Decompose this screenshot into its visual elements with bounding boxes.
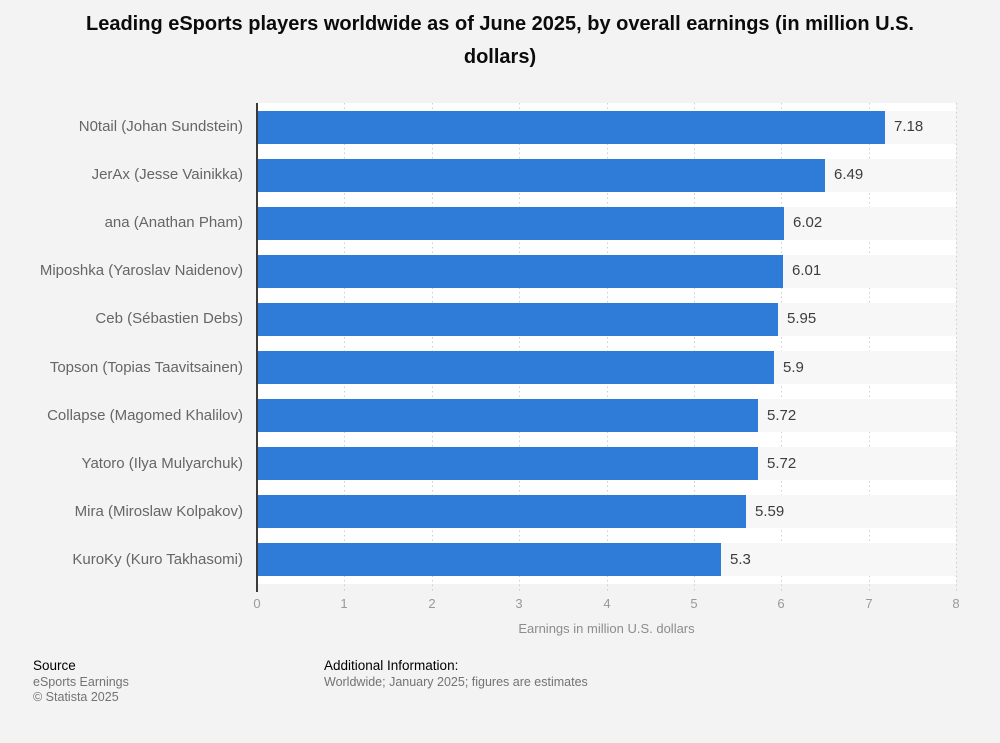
x-tick-label: 6: [777, 596, 785, 611]
additional-information-heading: Additional Information:: [324, 658, 459, 673]
value-label: 6.02: [793, 214, 823, 231]
category-label: Ceb (Sébastien Debs): [95, 310, 243, 327]
x-tick-label: 5: [690, 596, 698, 611]
x-tick-label: 4: [603, 596, 611, 611]
category-label: Yatoro (Ilya Mulyarchuk): [81, 455, 243, 472]
x-tick-label: 8: [952, 596, 960, 611]
bar-1: [258, 111, 885, 144]
bar-9: [258, 495, 746, 528]
x-tick-label: 3: [515, 596, 523, 611]
category-label: KuroKy (Kuro Takhasomi): [72, 551, 243, 568]
category-label: ana (Anathan Pham): [104, 214, 243, 231]
bar-7: [258, 399, 758, 432]
chart-title: Leading eSports players worldwide as of …: [0, 8, 1000, 74]
x-tick-label: 7: [865, 596, 873, 611]
value-label: 5.95: [787, 310, 817, 327]
bar-6: [258, 351, 774, 384]
gridline-4: [607, 103, 608, 593]
bar-8: [258, 447, 758, 480]
gridline-3: [519, 103, 520, 593]
value-label: 5.59: [755, 503, 785, 520]
x-axis-label: Earnings in million U.S. dollars: [518, 621, 695, 636]
statista-copyright: © Statista 2025: [33, 690, 119, 704]
gridline-1: [344, 103, 345, 593]
chart-title-text: Leading eSports players worldwide as of …: [85, 13, 914, 68]
x-tick-label: 1: [340, 596, 348, 611]
source-name: eSports Earnings: [33, 675, 129, 689]
gridline-6: [781, 103, 782, 593]
value-label: 5.72: [767, 455, 797, 472]
bar-3: [258, 207, 784, 240]
gridline-7: [869, 103, 870, 593]
value-label: 5.3: [730, 551, 751, 568]
gridline-2: [432, 103, 433, 593]
category-label: N0tail (Johan Sundstein): [78, 118, 243, 135]
gridline-8: [956, 103, 957, 593]
category-label: Topson (Topias Taavitsainen): [49, 359, 243, 376]
bar-5: [258, 303, 778, 336]
category-label: JerAx (Jesse Vainikka): [91, 166, 243, 183]
category-label: Mira (Miroslaw Kolpakov): [74, 503, 243, 520]
value-label: 5.72: [767, 407, 797, 424]
value-label: 6.49: [834, 166, 864, 183]
gridline-5: [694, 103, 695, 593]
bar-4: [258, 255, 783, 288]
source-heading: Source: [33, 658, 76, 673]
additional-information-text: Worldwide; January 2025; figures are est…: [324, 675, 588, 689]
x-tick-label: 2: [428, 596, 436, 611]
bar-2: [258, 159, 825, 192]
value-label: 6.01: [792, 262, 822, 279]
value-label: 5.9: [783, 359, 804, 376]
category-label: Collapse (Magomed Khalilov): [47, 407, 243, 424]
x-tick-label: 0: [253, 596, 261, 611]
category-label: Miposhka (Yaroslav Naidenov): [39, 262, 243, 279]
value-label: 7.18: [894, 118, 924, 135]
y-axis-line: [256, 103, 258, 592]
bar-10: [258, 543, 721, 576]
